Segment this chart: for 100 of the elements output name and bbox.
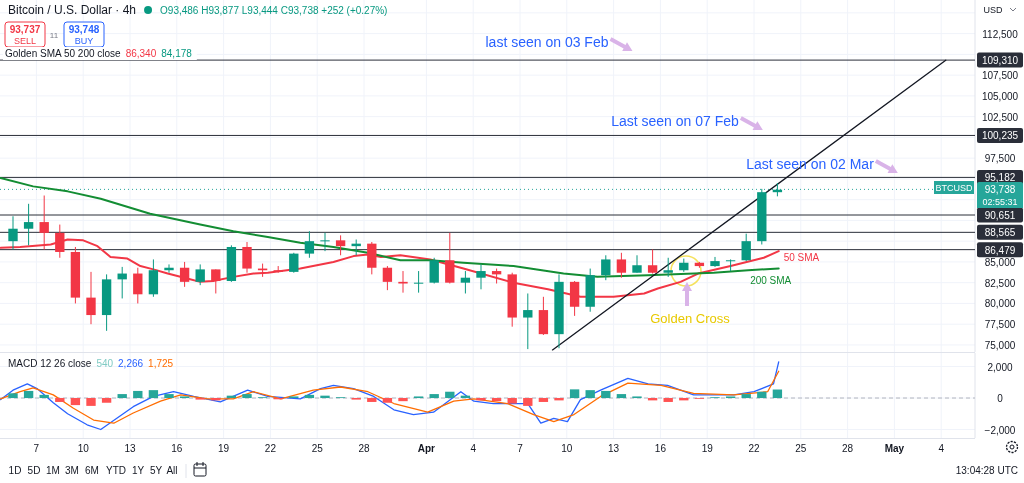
text: YTD (106, 465, 126, 476)
ref-line-label: 90,651 (984, 210, 1016, 222)
bar (117, 394, 127, 399)
bar (23, 390, 34, 399)
y-tick-label: 0 (997, 393, 1004, 405)
candlestick (289, 252, 299, 274)
annotation: 1,725 (148, 358, 174, 369)
candlestick (382, 265, 393, 291)
chart-title: Bitcoin / U.S. Dollar · 4h (8, 3, 137, 17)
x-tick-label: 7 (517, 443, 524, 454)
annotation: 93,737 (9, 24, 41, 35)
annotation: 93,748 (68, 24, 100, 35)
x-tick-label: 28 (358, 443, 370, 454)
bar (367, 398, 377, 402)
x-tick-label: Apr (417, 443, 436, 454)
candlestick (413, 270, 424, 294)
text: 6M (85, 465, 99, 476)
y-tick-label: 112,500 (982, 28, 1019, 40)
bar (569, 389, 580, 399)
bar (8, 393, 18, 399)
x-tick-label: 25 (795, 443, 807, 454)
bar (476, 398, 486, 401)
bar (398, 398, 408, 402)
bar (741, 394, 751, 399)
bar (616, 394, 627, 399)
bar (445, 391, 455, 399)
y-tick-label: 77,500 (984, 319, 1016, 331)
candlestick (211, 268, 221, 294)
y-tick-label: 107,500 (981, 70, 1019, 82)
x-tick-label: 10 (77, 443, 90, 454)
y-tick-label: 82,500 (984, 277, 1016, 289)
bar (148, 390, 159, 399)
x-tick-label: 25 (311, 443, 324, 454)
x-tick-label: 16 (171, 443, 183, 454)
text: 1D (8, 465, 22, 476)
text: O93,486 H93,877 L93,444 C93,738 +252 (+0.27%) (160, 5, 388, 16)
text: 13:04:28 UTC (955, 465, 1018, 476)
y-tick-label: 2,000 (987, 361, 1013, 373)
bar (382, 398, 393, 403)
x-tick-label: 13 (124, 443, 136, 454)
ref-line-label: 109,310 (981, 55, 1019, 67)
annotation: Golden SMA 50 200 close (5, 48, 122, 59)
text: 02:55:31 (982, 197, 1018, 207)
candlestick (133, 267, 143, 304)
bar (772, 389, 783, 399)
annotation: BTCUSD (935, 183, 973, 193)
bar (757, 391, 767, 399)
x-tick-label: 28 (842, 443, 854, 454)
x-tick-label: 19 (701, 443, 714, 454)
bar (491, 398, 502, 402)
y-tick-label: 97,500 (984, 153, 1016, 165)
candlestick (710, 256, 720, 268)
bar (601, 390, 611, 399)
annotation: SELL (13, 36, 37, 46)
candlestick (320, 232, 330, 252)
ref-line-label: 93,738 (984, 184, 1016, 196)
bar (304, 394, 315, 399)
candlestick (86, 271, 96, 325)
bar (133, 390, 143, 399)
x-tick-label: 19 (218, 443, 230, 454)
x-tick-label: 16 (654, 443, 667, 454)
bar (429, 394, 439, 399)
annotation: 540 (96, 358, 114, 369)
bar (164, 394, 174, 399)
bar (242, 394, 252, 399)
annotation: 11 (49, 31, 59, 40)
bar (39, 394, 49, 399)
candlestick (8, 215, 18, 250)
ref-line-label: 100,235 (981, 130, 1019, 142)
text: USD (983, 5, 1003, 15)
annotation: 86,340 (125, 48, 157, 59)
text: 5D (27, 465, 41, 476)
annotation: 2,266 (118, 358, 144, 369)
candlestick (476, 263, 486, 290)
candlestick (725, 258, 736, 272)
ref-line-label: 95,182 (984, 172, 1016, 184)
candlestick (616, 252, 627, 279)
x-tick-label: 4 (938, 443, 945, 454)
bar (585, 390, 595, 399)
x-tick-label: 22 (748, 443, 760, 454)
bar (320, 395, 330, 399)
bar (70, 398, 81, 406)
text: MACD 12 26 close (8, 358, 92, 369)
candlestick (647, 248, 658, 275)
x-tick-label: May (884, 443, 905, 454)
y-tick-label: −2,000 (984, 424, 1016, 436)
annotation: Golden Cross (650, 311, 731, 326)
x-tick-label: 22 (264, 443, 277, 454)
y-tick-label: 105,000 (981, 90, 1019, 102)
candlestick (398, 270, 408, 294)
text: 1M (46, 465, 60, 476)
candlestick (179, 261, 190, 288)
annotation: last seen on 03 Feb (485, 34, 609, 50)
candlestick (304, 230, 315, 259)
x-tick-label: 10 (561, 443, 573, 454)
text: All (166, 465, 178, 476)
annotation: Last seen on 02 Mar (746, 156, 875, 172)
annotation: Last seen on 07 Feb (611, 113, 740, 129)
candlestick (335, 234, 346, 256)
y-tick-label: 75,000 (984, 339, 1016, 351)
